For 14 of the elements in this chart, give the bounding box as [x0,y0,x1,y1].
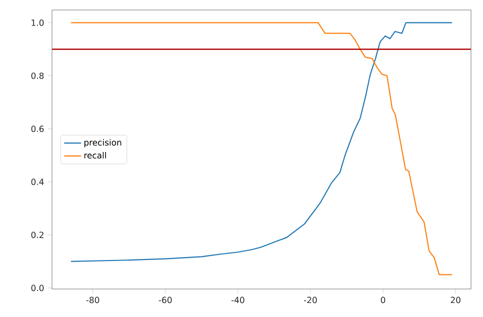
legend-label: precision [84,139,122,148]
y-tick-label: 0.4 [31,178,44,186]
x-tick-label: -80 [86,296,100,304]
x-tick-label: 20 [450,296,460,304]
legend-label: recall [84,152,106,159]
x-tick-label: -40 [231,296,244,304]
x-tick-label: 0 [380,296,386,304]
y-tick-label: 0.6 [31,126,44,132]
y-tick-label: 0.8 [31,72,44,79]
x-tick-label: -20 [304,296,317,304]
y-tick-label: 0.2 [31,232,44,238]
y-tick-label: 1.0 [32,20,44,26]
y-tick-label: 0.0 [31,284,44,292]
x-tick-label: -60 [158,296,172,304]
